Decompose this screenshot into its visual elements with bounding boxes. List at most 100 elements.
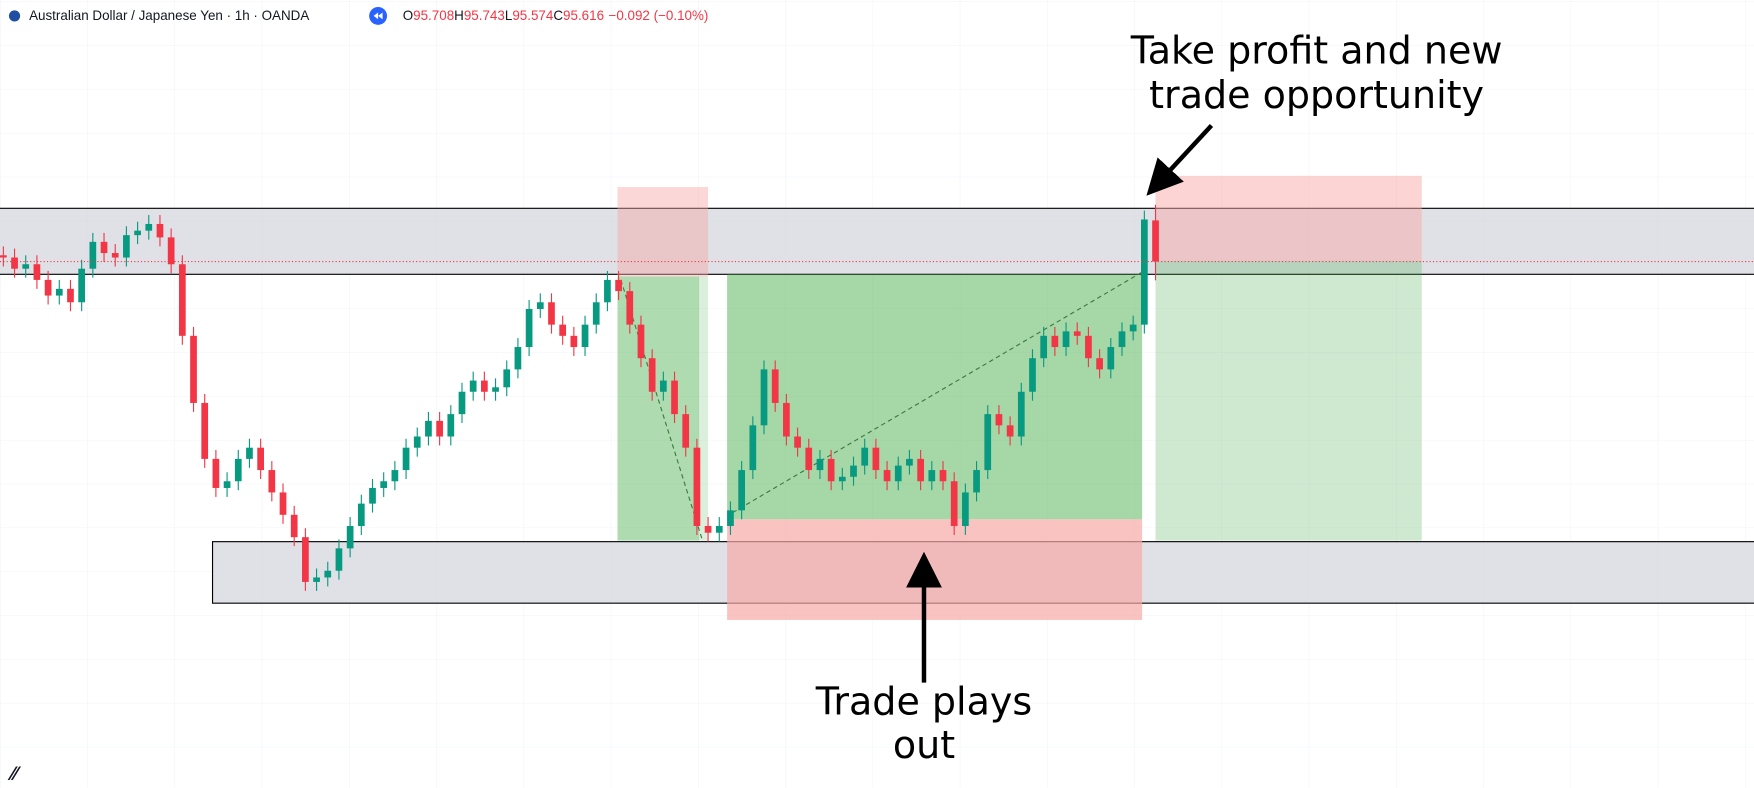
candle-body [615, 279, 622, 292]
ohlc-label: H [454, 7, 464, 22]
ohlc-value: 95.574 [512, 7, 554, 22]
candle-body [44, 279, 52, 296]
candle-body [469, 380, 477, 392]
candle-body [917, 458, 924, 482]
candle-body [592, 302, 600, 325]
candle-body [581, 324, 589, 348]
stop-loss-box [1155, 175, 1422, 261]
candle-body [872, 447, 880, 471]
candle-body [33, 264, 41, 280]
candle-body [279, 492, 287, 515]
candle-body [234, 458, 242, 482]
candle-body [257, 447, 264, 471]
candle-body [939, 470, 947, 482]
candle-body [78, 268, 86, 303]
candle-body [995, 414, 1003, 426]
candle-body [838, 476, 846, 482]
candles [0, 204, 1159, 591]
annotation: Take profit and new [1130, 28, 1503, 72]
take-profit-box [727, 274, 1143, 520]
annotation: out [893, 723, 955, 767]
candle-body [290, 514, 298, 538]
candle-body [894, 465, 902, 482]
candle-body [11, 257, 18, 269]
candle-body [369, 487, 376, 504]
symbol: Australian Dollar / Japanese Yen · 1h · … [29, 7, 309, 22]
ohlc: O95.708H95.743L95.574C95.616 −0.092 (−0.1… [403, 7, 709, 22]
candle-body [1017, 391, 1025, 437]
candle-body [1096, 358, 1103, 370]
candle-body [973, 470, 980, 493]
candle-body [380, 481, 388, 488]
candle-body [55, 288, 63, 296]
candle-body [492, 387, 499, 392]
candle-body [626, 291, 634, 325]
candle-body [1140, 219, 1148, 325]
candle-body [536, 302, 544, 309]
candle-body [783, 402, 790, 437]
candle-body [704, 525, 712, 533]
candle-body [436, 420, 443, 437]
candle-body [503, 369, 511, 388]
candle-body [1029, 358, 1036, 392]
candle-body [425, 420, 432, 437]
candle-body [794, 436, 801, 448]
candle-body [816, 458, 824, 471]
candle-body [223, 481, 231, 488]
candle-body [246, 447, 253, 459]
trade-path [620, 279, 704, 541]
change: −0.092 (−0.10%) [609, 7, 709, 22]
candle-body [850, 465, 857, 477]
candle-body [727, 510, 734, 526]
candle-body [481, 380, 488, 392]
candle-body [458, 391, 466, 415]
resistance-zone [0, 207, 1754, 275]
candle-body [771, 369, 779, 403]
candle-body [1040, 335, 1048, 359]
candle-body [962, 492, 969, 526]
candle-body [201, 402, 209, 459]
candle-body [67, 288, 74, 303]
candle-body [525, 308, 533, 348]
candle-body [760, 369, 768, 426]
candle-body [1062, 331, 1070, 348]
candle-body [145, 223, 153, 231]
annotation: Trade plays [815, 679, 1032, 723]
candle-body [883, 470, 891, 482]
candle-body [178, 264, 186, 336]
annotation: trade opportunity [1149, 73, 1484, 117]
candle-body [559, 324, 567, 336]
candle-body [100, 241, 108, 254]
candle-body [637, 324, 645, 359]
candle-body [268, 470, 276, 493]
candle-body [1107, 347, 1115, 370]
candle-body [604, 279, 611, 303]
candle-body [1118, 331, 1126, 348]
candle-body [0, 255, 7, 258]
candle-body [391, 470, 399, 482]
candle-body [1085, 335, 1092, 359]
candle-body [570, 335, 578, 348]
candle-body [749, 425, 757, 471]
candle-body [335, 548, 343, 571]
candle-body [447, 414, 455, 437]
candle-body [402, 447, 410, 471]
candle-body [1152, 220, 1159, 262]
candle-body [123, 235, 130, 258]
candle-body [89, 241, 97, 269]
candle-body [906, 458, 913, 466]
candle-body [950, 481, 958, 526]
candle-body [827, 458, 835, 482]
candle-body [1073, 331, 1081, 336]
stop-loss-box [727, 519, 1143, 620]
candle-body [1129, 324, 1137, 332]
ohlc-label: C [553, 7, 563, 22]
take-profit-box [699, 276, 709, 541]
ohlc-label: O [403, 7, 413, 22]
candle-body [928, 470, 936, 482]
header: Australian Dollar / Japanese Yen · 1h · … [29, 7, 309, 22]
candle-body [693, 447, 701, 526]
candle-body [514, 347, 522, 370]
